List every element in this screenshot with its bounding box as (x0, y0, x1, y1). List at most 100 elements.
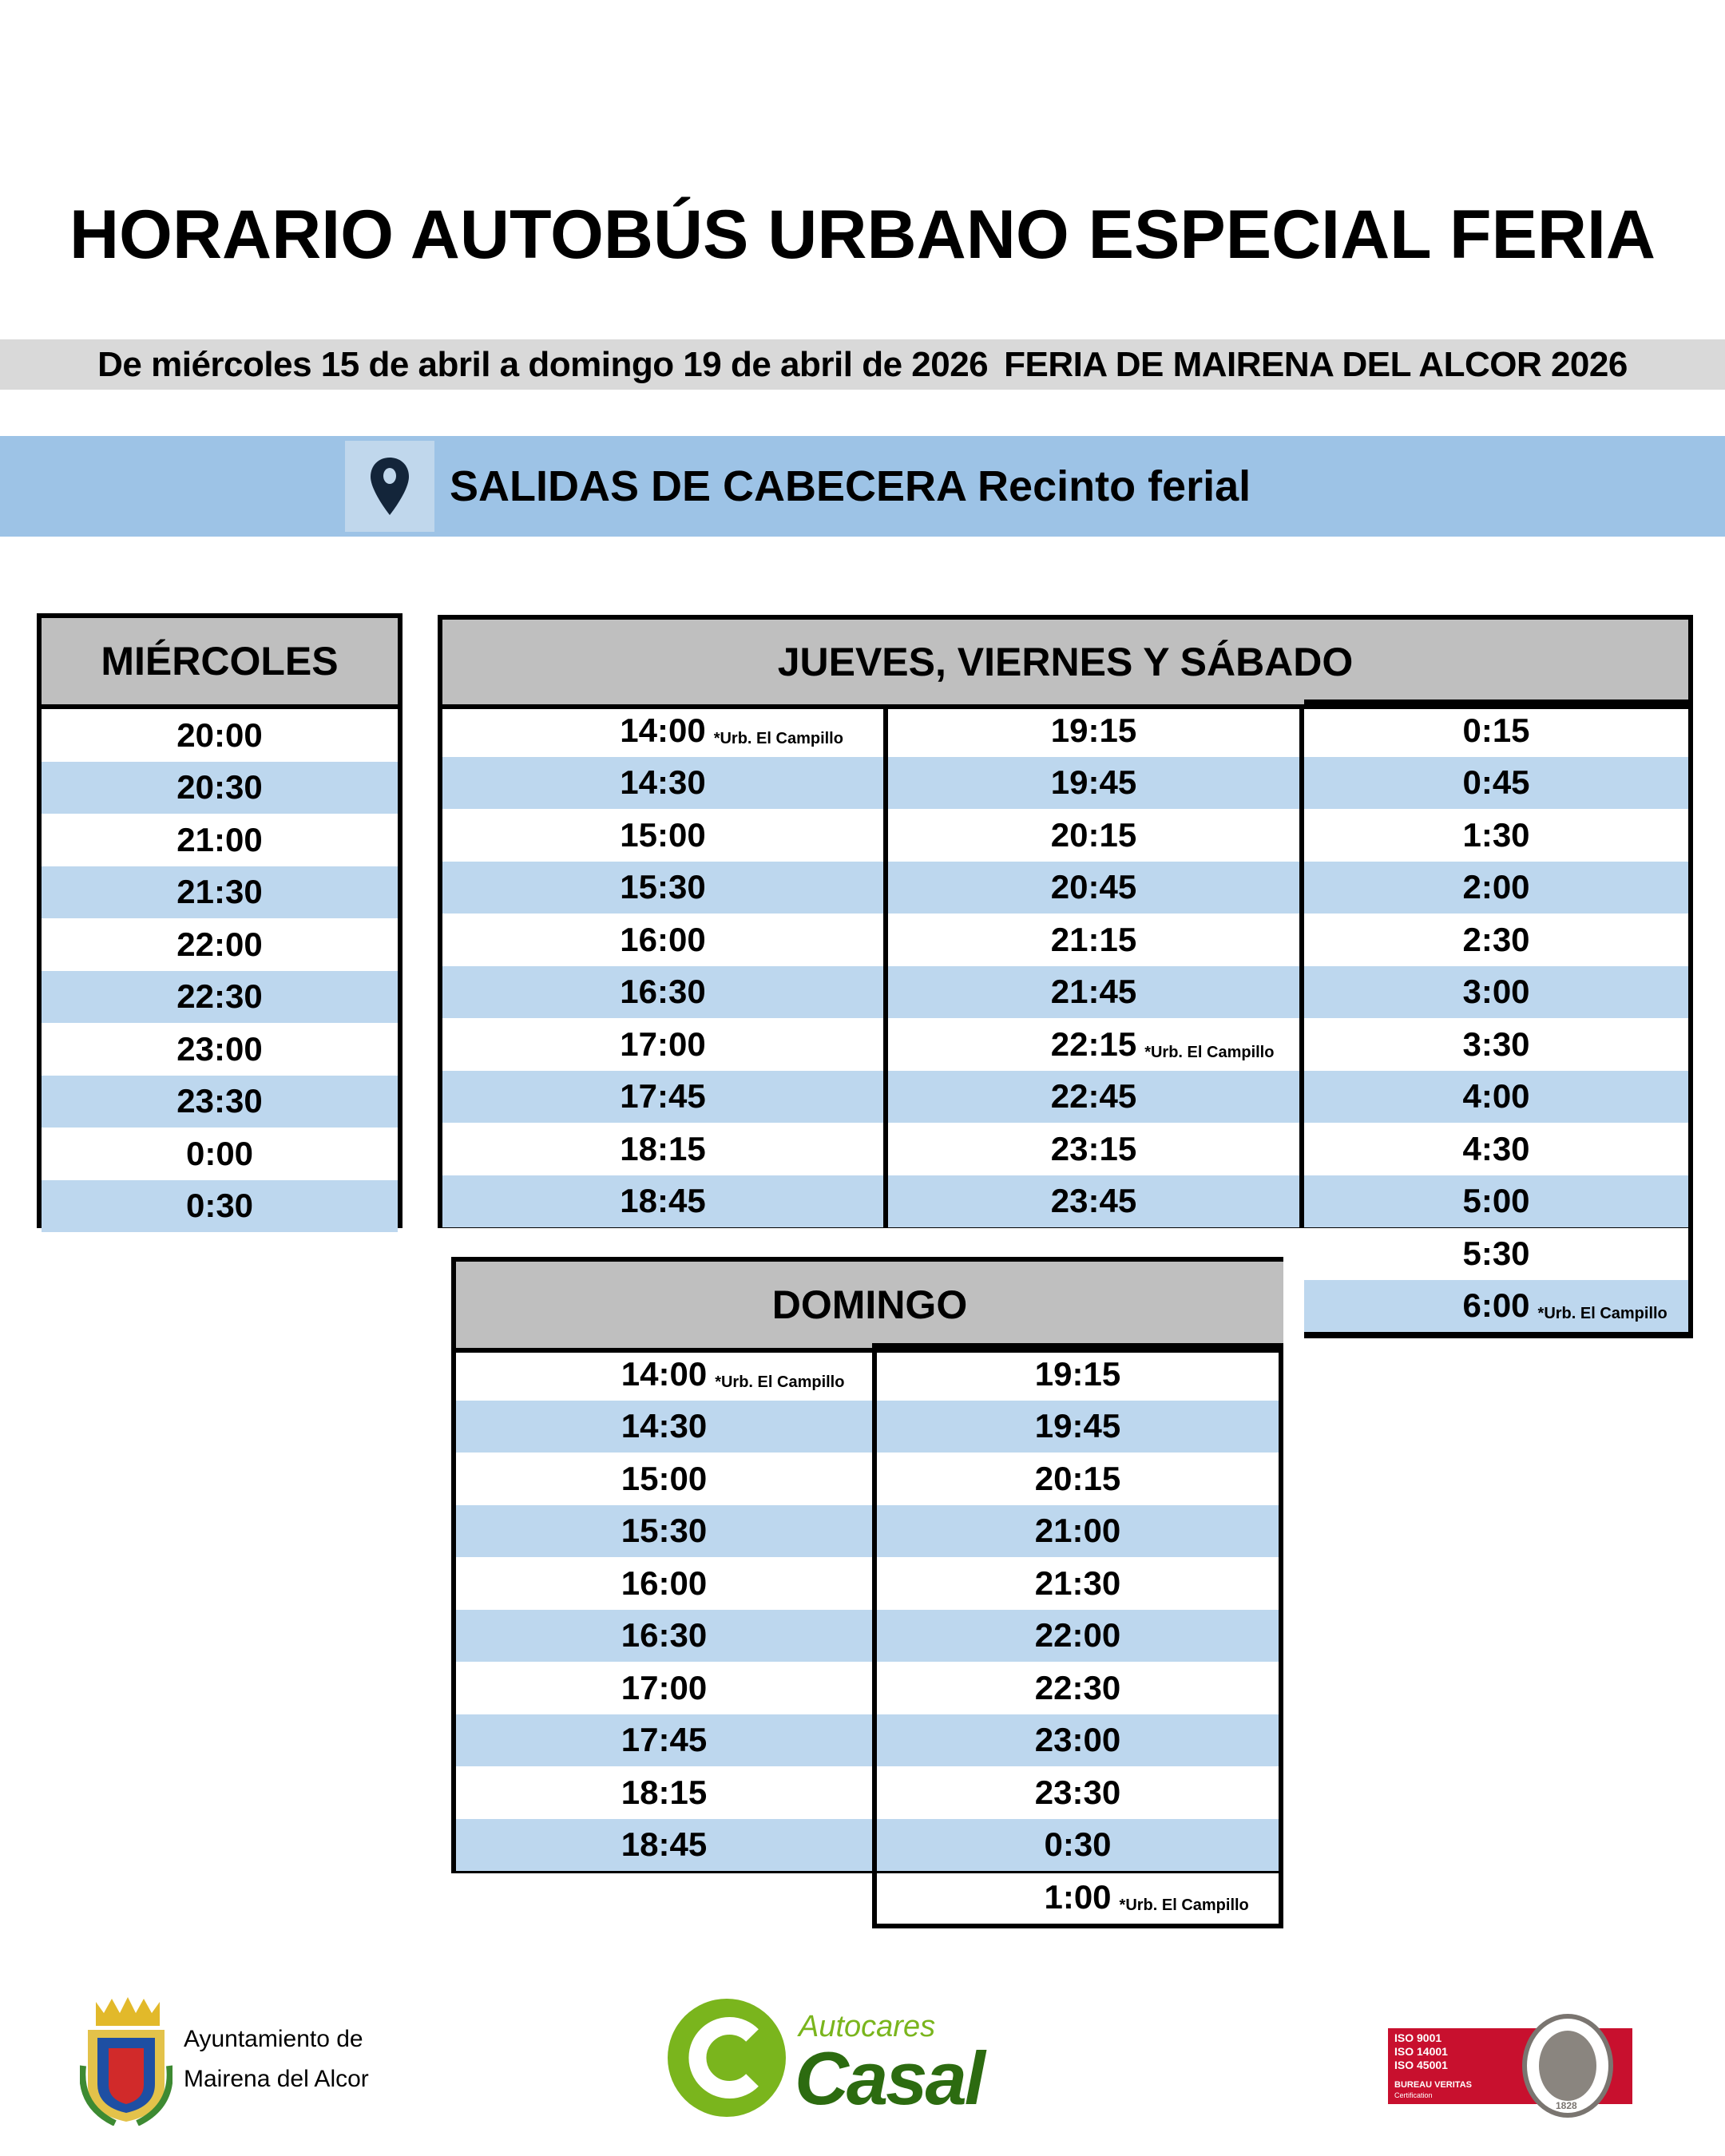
date-range: De miércoles 15 de abril a domingo 19 de… (97, 344, 989, 384)
time-cell: 16:00 (456, 1557, 872, 1610)
departure-time: 4:30 (1462, 1129, 1530, 1167)
departure-time: 20:30 (176, 768, 263, 807)
departure-time: 22:30 (1034, 1668, 1121, 1706)
departure-time: 22:15 *Urb. El Campillo (1050, 1024, 1275, 1063)
time-cell: 6:00 *Urb. El Campillo (1304, 1279, 1688, 1332)
route-note: *Urb. El Campillo (1119, 1896, 1249, 1914)
time-cell: 20:00 (42, 709, 398, 762)
departure-time: 0:30 (185, 1187, 254, 1225)
time-cell: 20:45 (888, 861, 1299, 914)
time-cell: 23:00 (42, 1023, 398, 1076)
time-cell: 22:30 (42, 970, 398, 1023)
departure-time: 2:00 (1462, 868, 1530, 906)
time-cell: 14:30 (456, 1400, 872, 1453)
departure-time: 22:00 (1034, 1616, 1121, 1655)
departure-time: 18:15 (620, 1129, 706, 1167)
departure-time: 21:30 (1034, 1563, 1121, 1602)
route-note: *Urb. El Campillo (1144, 1043, 1275, 1061)
departure-time: 3:30 (1462, 1024, 1530, 1063)
departure-time: 23:30 (176, 1082, 263, 1120)
time-cell: 18:15 (456, 1766, 872, 1819)
table-jueves-sabado: JUEVES, VIERNES Y SÁBADO (438, 615, 1693, 1228)
departure-time: 19:15 (1050, 711, 1137, 749)
departure-time: 17:45 (620, 1077, 706, 1116)
time-cell: 2:30 (1304, 914, 1688, 966)
ayuntamiento-line2: Mairena del Alcor (184, 2066, 369, 2092)
time-cell: 0:45 (1304, 756, 1688, 809)
departure-time: 23:00 (176, 1029, 263, 1068)
departure-time: 16:30 (621, 1616, 708, 1655)
time-cell: 21:00 (42, 814, 398, 866)
departure-time: 16:00 (621, 1563, 708, 1602)
time-cell: 22:15 *Urb. El Campillo (888, 1018, 1299, 1071)
time-cell: 5:00 (1304, 1175, 1688, 1227)
casal-small-text: Autocares (799, 2010, 936, 2043)
time-cell: 22:00 (877, 1609, 1279, 1662)
time-cell: 2:00 (1304, 861, 1688, 914)
time-cell: 15:00 (456, 1453, 872, 1505)
departure-time: 20:15 (1034, 1459, 1121, 1497)
departure-time: 0:00 (185, 1134, 254, 1172)
time-cell: 18:45 (442, 1175, 883, 1227)
departure-time: 22:30 (176, 977, 263, 1016)
departure-time: 18:45 (621, 1825, 708, 1864)
departure-time: 23:00 (1034, 1721, 1121, 1759)
time-cell: 18:15 (442, 1123, 883, 1175)
time-cell: 15:30 (442, 861, 883, 914)
time-cell: 22:00 (42, 918, 398, 971)
departure-time: 14:30 (620, 763, 706, 802)
time-cell: 23:15 (888, 1123, 1299, 1175)
time-cell: 3:00 (1304, 965, 1688, 1018)
time-cell: 19:15 (888, 704, 1299, 757)
table-domingo: DOMINGO (451, 1257, 1283, 1873)
ayuntamiento-line1: Ayuntamiento de (184, 2026, 363, 2052)
departure-time: 1:30 (1462, 815, 1530, 854)
time-cell: 17:00 (456, 1662, 872, 1714)
time-cell: 0:00 (42, 1128, 398, 1180)
time-cell: 21:30 (877, 1557, 1279, 1610)
time-cell: 4:00 (1304, 1070, 1688, 1123)
time-cell: 3:30 (1304, 1018, 1688, 1071)
departure-time: 18:45 (620, 1182, 706, 1220)
time-cell: 16:00 (442, 914, 883, 966)
time-cell: 14:00 *Urb. El Campillo (456, 1348, 872, 1401)
time-cell: 23:30 (877, 1766, 1279, 1819)
table-header: MIÉRCOLES (42, 618, 398, 709)
departure-time: 23:15 (1050, 1129, 1137, 1167)
time-column: 0:15 0:45 1:30 2:00 2:30 3:00 3:30 4:00 4:30 5:00… (1304, 704, 1688, 1337)
time-cell: 21:00 (877, 1504, 1279, 1557)
departure-time: 16:30 (620, 973, 706, 1011)
time-cell: 14:00 *Urb. El Campillo (442, 704, 883, 757)
table-header: DOMINGO (456, 1262, 1283, 1353)
stop-band (0, 436, 1725, 537)
time-cell: 22:30 (877, 1662, 1279, 1714)
time-cell: 23:45 (888, 1175, 1299, 1227)
date-band: De miércoles 15 de abril a domingo 19 de… (0, 339, 1725, 390)
time-column: 14:00 *Urb. El Campillo 14:30 15:00 15:30 16:… (442, 704, 883, 1227)
departure-time: 23:30 (1034, 1773, 1121, 1811)
departure-time: 21:45 (1050, 973, 1137, 1011)
stop-label: SALIDAS DE CABECERA Recinto ferial (450, 462, 1251, 510)
time-cell: 21:30 (42, 866, 398, 918)
time-cell: 0:30 (42, 1179, 398, 1232)
time-cell: 16:30 (456, 1609, 872, 1662)
departure-time: 20:00 (176, 715, 263, 754)
table-miercoles: MIÉRCOLES 20:00 20:30 21:00 21:30 22:00 22:30… (37, 613, 402, 1232)
departure-time: 17:00 (620, 1024, 706, 1063)
departure-time: 2:30 (1462, 920, 1530, 958)
time-cell: 4:30 (1304, 1123, 1688, 1175)
time-cell: 23:30 (42, 1075, 398, 1128)
time-cell: 16:30 (442, 965, 883, 1018)
departure-time: 0:45 (1462, 763, 1530, 802)
departure-time: 17:45 (621, 1721, 708, 1759)
iso-line: ISO 9001 (1394, 2031, 1442, 2044)
departure-time: 21:30 (176, 873, 263, 911)
departure-time: 3:00 (1462, 973, 1530, 1011)
departure-time: 15:30 (620, 868, 706, 906)
time-cell: 1:30 (1304, 809, 1688, 862)
time-column: 19:15 19:45 20:15 21:00 21:30 22:00 22:30 23:00… (872, 1343, 1283, 1928)
autocares-casal-logo: Autocares Casal (663, 1994, 985, 2122)
bureau-veritas-logo: ISO 9001 ISO 14001 ISO 45001 BUREAU VERI… (1388, 2014, 1632, 2118)
time-cell: 15:30 (456, 1504, 872, 1557)
bv-name: BUREAU VERITAS (1394, 2080, 1472, 2090)
